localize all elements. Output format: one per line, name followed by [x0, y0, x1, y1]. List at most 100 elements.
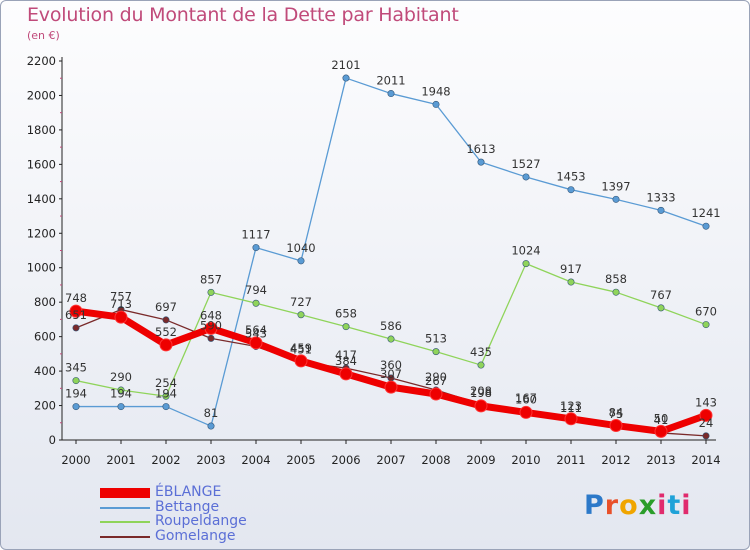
data-label: 143 [695, 395, 717, 409]
data-label: 160 [515, 392, 537, 406]
y-tick-label: 1200 [27, 226, 56, 240]
data-point [297, 257, 305, 265]
data-point [207, 288, 215, 296]
data-point [339, 367, 353, 381]
data-point [387, 90, 395, 98]
data-point [702, 222, 710, 230]
x-tick-label: 2003 [196, 453, 225, 467]
data-label: 459 [290, 341, 312, 355]
data-label: 590 [200, 318, 222, 332]
legend-label-gomelange: Gomelange [155, 527, 236, 544]
x-tick-label: 2012 [601, 453, 630, 467]
data-label: 748 [65, 291, 87, 305]
data-label: 307 [380, 367, 402, 381]
data-label: 24 [699, 416, 714, 430]
data-label: 123 [560, 399, 582, 413]
logo-letter: i [681, 490, 692, 521]
x-tick-label: 2006 [331, 453, 360, 467]
data-label: 194 [155, 387, 177, 401]
data-label: 254 [155, 376, 177, 390]
data-point [432, 348, 440, 356]
data-label: 727 [290, 295, 312, 309]
data-label: 267 [425, 374, 447, 388]
data-point [114, 310, 128, 324]
chart-subtitle: (en €) [27, 29, 60, 42]
series-roupeldange [72, 260, 710, 400]
chart-title: Evolution du Montant de la Dette par Hab… [27, 4, 459, 26]
data-label: 794 [245, 283, 267, 297]
data-label: 543 [245, 326, 267, 340]
data-point [564, 412, 578, 426]
logo-letter: o [619, 490, 639, 521]
data-label: 360 [380, 358, 402, 372]
data-label: 857 [200, 272, 222, 286]
data-label: 198 [470, 386, 492, 400]
data-label: 2011 [376, 74, 405, 88]
data-point [294, 354, 308, 368]
data-point [342, 74, 350, 82]
data-label: 208 [470, 384, 492, 398]
x-tick-label: 2000 [61, 453, 90, 467]
data-point [477, 158, 485, 166]
data-label: 1453 [556, 170, 585, 184]
y-tick-label: 0 [49, 433, 56, 447]
data-point [522, 260, 530, 268]
legend-label-eblange: ÉBLANGE [155, 484, 222, 500]
data-label: 111 [560, 401, 582, 415]
legend-swatch-eblange [100, 488, 150, 498]
data-point [69, 304, 83, 318]
data-label: 194 [110, 387, 132, 401]
data-point [252, 244, 260, 252]
data-point [612, 288, 620, 296]
y-tick-label: 200 [34, 399, 56, 413]
data-point [609, 419, 623, 433]
data-label: 651 [65, 308, 87, 322]
data-point [207, 422, 215, 430]
legend-label-bettange: Bettange [155, 498, 220, 515]
data-point [207, 334, 215, 342]
data-point [519, 405, 533, 419]
data-point [72, 377, 80, 385]
x-tick-label: 2010 [511, 453, 540, 467]
data-label: 81 [204, 406, 219, 420]
data-point [249, 336, 263, 350]
data-label: 513 [425, 332, 447, 346]
data-point [654, 424, 668, 438]
logo-letter: i [657, 490, 668, 521]
data-label: 41 [654, 413, 669, 427]
data-label: 290 [110, 370, 132, 384]
data-label: 1333 [646, 190, 675, 204]
data-label: 767 [650, 288, 672, 302]
logo-letter: P [584, 490, 605, 521]
data-point [657, 304, 665, 312]
x-tick-label: 2014 [691, 453, 720, 467]
data-point [522, 173, 530, 181]
y-tick-label: 1800 [27, 123, 56, 137]
data-point [252, 299, 260, 307]
data-point [432, 100, 440, 108]
data-point [162, 403, 170, 411]
data-label: 194 [65, 387, 87, 401]
y-tick-label: 1400 [27, 192, 56, 206]
y-tick-label: 800 [34, 295, 56, 309]
data-label: 84 [609, 406, 624, 420]
data-label: 658 [335, 307, 357, 321]
y-tick-label: 400 [34, 364, 56, 378]
data-label: 713 [110, 297, 132, 311]
y-tick-label: 2000 [27, 88, 56, 102]
y-tick-label: 600 [34, 330, 56, 344]
data-label: 670 [695, 305, 717, 319]
data-point [72, 324, 80, 332]
data-label: 1040 [286, 241, 315, 255]
legend-swatch-roupeldange [100, 521, 150, 523]
data-point [567, 186, 575, 194]
y-tick-label: 2200 [27, 54, 56, 68]
x-tick-label: 2008 [421, 453, 450, 467]
data-label: 757 [110, 290, 132, 304]
data-label: 1117 [241, 228, 270, 242]
data-point [429, 387, 443, 401]
data-label: 435 [470, 345, 492, 359]
series-bettange [72, 74, 710, 430]
data-label: 167 [515, 391, 537, 405]
